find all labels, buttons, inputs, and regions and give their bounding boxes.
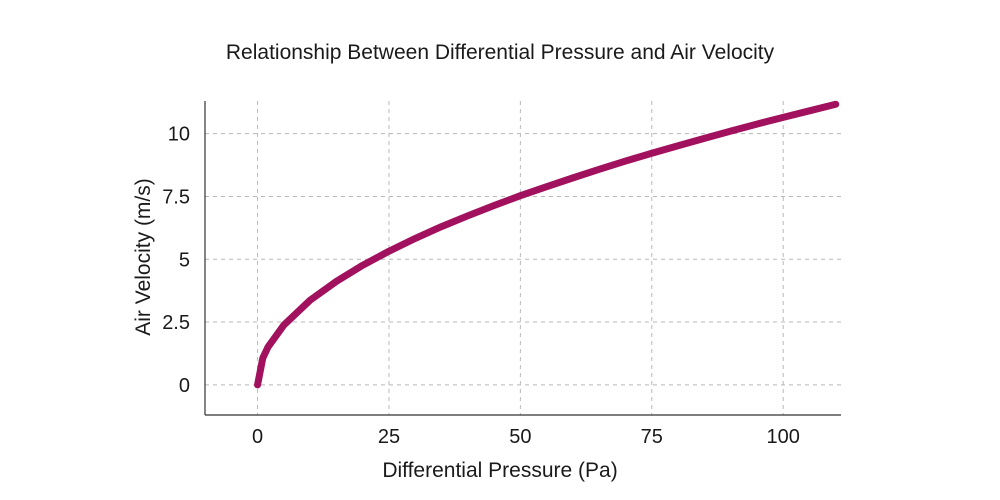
x-tick-label: 50 [509,426,531,448]
x-tick-label: 100 [766,426,799,448]
y-tick-labels: 0 2.5 5 7.5 10 [162,124,190,397]
series-line [254,100,840,389]
series-group [254,100,840,389]
chart-title: Relationship Between Differential Pressu… [226,41,775,64]
x-tick-label: 75 [641,426,663,448]
y-tick-label: 0 [179,375,190,397]
x-tick-labels: 0 25 50 75 100 [252,426,800,448]
y-axis-label: Air Velocity (m/s) [132,178,155,336]
y-tick-label: 2.5 [162,312,190,334]
y-tick-label: 10 [168,124,190,146]
y-tick-label: 5 [179,249,190,271]
y-tick-label: 7.5 [162,186,190,208]
x-tick-label: 0 [252,426,263,448]
grid [205,101,841,415]
x-axis-label: Differential Pressure (Pa) [382,459,617,482]
x-tick-label: 25 [378,426,400,448]
axes [204,101,841,416]
